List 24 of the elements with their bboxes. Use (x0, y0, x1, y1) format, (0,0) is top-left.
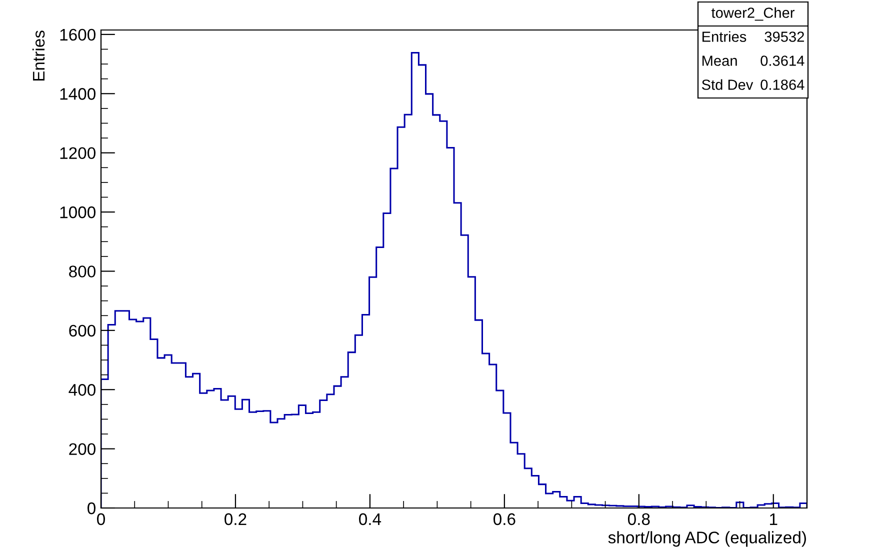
y-tick-label: 400 (68, 384, 96, 396)
text: tower2_Cher (711, 7, 795, 21)
y-tick-label: 800 (69, 266, 96, 278)
x-tick-label: 1 (770, 513, 778, 525)
annotation: Mean (702, 56, 737, 66)
x-tick-label: 0 (97, 513, 105, 526)
x-tick-label: 0.6 (493, 513, 516, 526)
y-axis-title: Entries (32, 30, 45, 81)
annotation: 39532 (764, 32, 804, 42)
annotation: Entries (702, 31, 746, 42)
y-tick-label: 1200 (60, 147, 96, 160)
y-tick-label: 1000 (60, 206, 96, 218)
x-tick-label: 0.4 (359, 513, 382, 526)
x-axis-title: short/long ADC (equalized) (608, 531, 806, 547)
y-tick-label: 1600 (60, 28, 96, 41)
annotation: 0.1864 (760, 80, 804, 90)
y-tick-label: 1400 (60, 88, 96, 100)
annotation: 0.3614 (760, 56, 804, 66)
y-tick-label: 200 (69, 443, 96, 456)
y-tick-label: 0 (88, 502, 96, 514)
x-tick-label: 0.2 (224, 513, 246, 526)
y-tick-label: 600 (69, 324, 96, 337)
x-tick-label: 0.8 (628, 513, 650, 526)
annotation: Std Dev (702, 79, 754, 90)
